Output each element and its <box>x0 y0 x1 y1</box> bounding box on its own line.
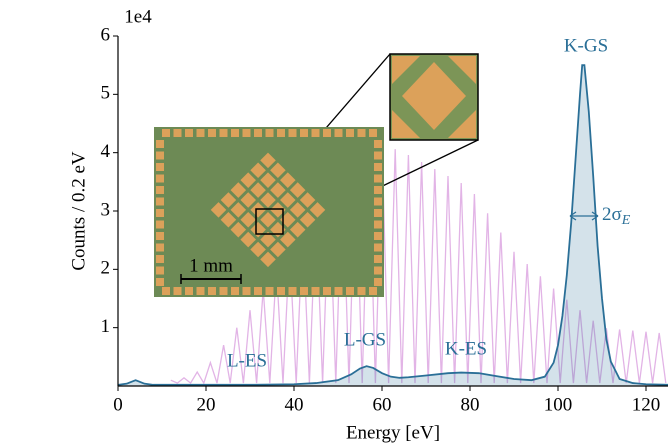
zoom-photo <box>390 54 478 140</box>
pad <box>220 287 228 295</box>
pad <box>374 140 382 148</box>
pad <box>374 175 382 183</box>
pad <box>162 287 170 295</box>
y-offset-label: 1e4 <box>124 6 152 27</box>
y-tick-label: 6 <box>101 24 111 45</box>
pad <box>220 129 228 137</box>
pad <box>374 163 382 171</box>
pad <box>374 209 382 217</box>
pad <box>266 129 274 137</box>
pad <box>300 129 308 137</box>
pad <box>156 221 164 229</box>
pad <box>312 287 320 295</box>
x-tick-label: 120 <box>632 394 661 415</box>
x-tick-label: 40 <box>285 394 304 415</box>
pad <box>369 129 377 137</box>
pad <box>156 198 164 206</box>
inset-photo: 1 mm <box>154 54 478 297</box>
y-tick-label: 5 <box>101 83 111 104</box>
pad <box>374 198 382 206</box>
pad <box>254 129 262 137</box>
pad <box>346 287 354 295</box>
annotation: L-GS <box>344 329 386 350</box>
pad <box>156 186 164 194</box>
scale-label: 1 mm <box>189 255 233 276</box>
pad <box>346 129 354 137</box>
pad <box>266 287 274 295</box>
x-axis-label: Energy [eV] <box>346 422 440 443</box>
y-tick-label: 3 <box>101 199 111 220</box>
x-tick-label: 60 <box>373 394 392 415</box>
pad <box>369 287 377 295</box>
pad <box>162 129 170 137</box>
annotation: L-ES <box>227 350 267 371</box>
pad <box>156 163 164 171</box>
pad <box>156 152 164 160</box>
pad <box>174 129 182 137</box>
x-tick-label: 20 <box>197 394 216 415</box>
pad <box>374 152 382 160</box>
pad <box>374 186 382 194</box>
pad <box>185 129 193 137</box>
pad <box>156 244 164 252</box>
pad <box>300 287 308 295</box>
pad <box>243 287 251 295</box>
pad <box>289 287 297 295</box>
pad <box>156 232 164 240</box>
pad <box>197 287 205 295</box>
x-tick-label: 100 <box>544 394 573 415</box>
annotation: K-ES <box>445 338 487 359</box>
pad <box>374 232 382 240</box>
pad <box>335 287 343 295</box>
pad <box>323 287 331 295</box>
pad <box>231 287 239 295</box>
pad <box>277 287 285 295</box>
pad <box>156 255 164 263</box>
y-axis-label: Counts / 0.2 eV <box>68 151 89 271</box>
pad <box>156 267 164 275</box>
pad <box>374 255 382 263</box>
x-tick-label: 0 <box>113 394 123 415</box>
pad <box>374 278 382 286</box>
pad <box>374 267 382 275</box>
pad <box>197 129 205 137</box>
pad <box>323 129 331 137</box>
pad <box>208 129 216 137</box>
pad <box>156 209 164 217</box>
annotation-text: 2σ <box>602 204 622 225</box>
y-tick-label: 1 <box>101 316 111 337</box>
pad <box>156 278 164 286</box>
pad <box>243 129 251 137</box>
annotation-sub: E <box>621 213 631 228</box>
x-tick-label: 80 <box>461 394 480 415</box>
pad <box>374 221 382 229</box>
pad <box>277 129 285 137</box>
pad <box>358 287 366 295</box>
y-tick-label: 4 <box>101 141 111 162</box>
pad <box>312 129 320 137</box>
annotation: K-GS <box>564 35 608 56</box>
pad <box>156 140 164 148</box>
pad <box>289 129 297 137</box>
chart: 1e4 Energy [eV] Counts / 0.2 eV 1 mm 1 2 3… <box>0 0 671 447</box>
pad <box>174 287 182 295</box>
pad <box>208 287 216 295</box>
pad <box>335 129 343 137</box>
pad <box>358 129 366 137</box>
pad <box>185 287 193 295</box>
pad <box>374 244 382 252</box>
annotation: 2σE <box>602 204 631 228</box>
y-tick-label: 2 <box>101 258 111 279</box>
pad <box>231 129 239 137</box>
pad <box>156 175 164 183</box>
pad <box>254 287 262 295</box>
